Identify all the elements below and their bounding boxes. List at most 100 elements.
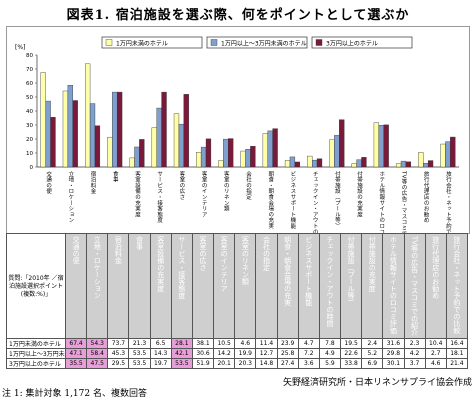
row-label: 1万円未満のホテル <box>6 338 66 350</box>
table-cell: 6.5 <box>149 338 172 350</box>
table-row: 3万円以上のホテル 35.5 47.5 29.5 53.5 19.7 53.5 51.9 20.… <box>6 358 469 370</box>
table-cell: 42.1 <box>170 348 193 360</box>
column-header-text: TV等の広告・マスコミでの紹介 <box>410 236 419 337</box>
table-cell: 27.4 <box>276 358 299 370</box>
table-row: 1万円以上〜3万円未満のホテル47.158.445.353.514.342.13… <box>6 348 469 360</box>
column-header-text: 旅行代理店のお勧め <box>431 236 440 299</box>
bar <box>339 119 345 168</box>
bar <box>427 160 434 168</box>
table-cell: 6.9 <box>361 358 384 370</box>
table-cell: 25.8 <box>276 348 299 360</box>
data-table-region: 質問:「2010年 ／宿泊施設選択ポイント (複数:%)」 交通の便 立地・ロケーシ… <box>6 232 469 381</box>
table-cell: 2.4 <box>361 338 384 350</box>
y-axis: [%] 0 10 20 30 40 50 60 70 80 <box>15 44 459 171</box>
table-cell: 47.1 <box>64 348 88 360</box>
bar <box>395 163 402 168</box>
bar <box>383 124 389 168</box>
x-tick-label: 交通の便 <box>45 170 52 195</box>
bar <box>356 159 362 168</box>
x-tick-label: ホテル情報サイトのロコミ評価 <box>378 171 385 233</box>
column-header-text: チェックイン・アウトの時間 <box>325 236 334 327</box>
table-cell: 21.4 <box>445 358 469 370</box>
table-cell: 20.3 <box>234 358 257 370</box>
table-column-header: 朝食・朝食会場の充実 <box>276 232 299 340</box>
bar <box>173 113 180 168</box>
table-cell: 4.2 <box>403 348 426 360</box>
table-column-header: サービス・接客態度 <box>170 232 193 340</box>
bar <box>405 161 412 168</box>
bar <box>450 136 456 168</box>
bar <box>445 141 451 168</box>
x-tick-label: 客室の広さ <box>178 170 185 201</box>
legend-label: 1万円以上〜3万円未満のホテル <box>221 40 307 48</box>
bar <box>156 107 162 168</box>
footnote: 注 1: 集計対象 1,172 名、複数回答 <box>2 389 147 399</box>
table-cell: 53.5 <box>128 348 151 360</box>
table-cell: 73.7 <box>107 338 130 350</box>
x-tick-label: チェックイン・アウトの時間 <box>312 171 319 233</box>
x-tick-label: 立地・ロケーション <box>67 170 74 223</box>
y-tick-label: 30 <box>26 123 33 129</box>
unit-label: [%] <box>15 44 25 51</box>
y-tick-label: 50 <box>26 95 33 101</box>
bar <box>139 139 145 168</box>
bar <box>418 152 424 168</box>
table-cell: 7.2 <box>297 348 320 360</box>
table-cell: 3.6 <box>297 358 320 370</box>
x-tick-label: 客室のリネン類 <box>223 170 230 213</box>
table-cell: 33.8 <box>340 358 363 370</box>
table-column-header: 会社の指定 <box>255 232 278 340</box>
bar <box>223 138 229 168</box>
column-header-text: 宿泊料金 <box>114 236 123 264</box>
table-cell: 28.1 <box>170 338 193 350</box>
chart-legend: 1万円未満のホテル 1万円以上〜3万円未満のホテル 3万円以上のホテル <box>101 36 413 49</box>
y-tick-label: 10 <box>26 151 33 157</box>
column-header-text: 客室設備の充実度 <box>156 236 165 292</box>
table-cell: 30.6 <box>191 348 215 360</box>
bar <box>307 155 313 168</box>
table-cell: 22.6 <box>340 348 363 360</box>
table-cell: 29.8 <box>382 348 405 360</box>
x-tick-label: 食事 <box>112 170 119 183</box>
column-header-text: 交通の便 <box>72 236 81 264</box>
table-column-header: 旅行会社・ネット予約での比較 <box>445 232 469 340</box>
bar <box>294 161 300 168</box>
x-tick-label: 付帯施設の充実度 <box>356 170 363 219</box>
bar <box>178 123 185 168</box>
legend-label: 3万円以上のホテル <box>326 40 378 48</box>
table-cell: 30.1 <box>382 358 405 370</box>
table-cell: 14.2 <box>213 348 236 360</box>
x-tick-label: 宿泊料金 <box>90 170 97 194</box>
x-tick-label: ビジネスサポート機能 <box>289 170 296 230</box>
table-cell: 4.6 <box>424 358 447 370</box>
column-header-text: ホテル情報サイトのロコミ評価 <box>389 236 398 334</box>
bar <box>45 100 51 168</box>
legend-swatch <box>105 39 113 46</box>
table-cell: 4.7 <box>297 338 320 350</box>
column-header-text: ビジネスサポート機能 <box>304 236 313 306</box>
table-column-header: 旅行代理店のお勧め <box>424 232 447 340</box>
x-tick-label: 旅行代理店のお勧め <box>423 170 430 223</box>
bar <box>183 94 189 168</box>
row-label: 1万円以上〜3万円未満のホテル <box>6 348 66 360</box>
column-header-text: 朝食・朝食会場の充実 <box>283 236 292 306</box>
bar <box>112 91 118 168</box>
table-column-header: 交通の便 <box>64 232 88 340</box>
table-cell: 10.4 <box>424 338 447 350</box>
bar <box>245 149 251 168</box>
table-cell: 4.9 <box>318 348 342 360</box>
x-tick-label: 朝食・朝食会場の充実 <box>267 171 274 230</box>
x-tick-label: 客室設備の充実度 <box>134 170 141 219</box>
bar <box>311 159 318 168</box>
table-cell: 5.9 <box>318 358 342 370</box>
table-column-header: 客室のインテリア <box>213 232 236 340</box>
column-header-text: 付帯施設（プール等） <box>347 236 356 306</box>
table-cell: 53.5 <box>128 358 151 370</box>
bar <box>134 146 140 168</box>
bar <box>400 160 407 168</box>
bar <box>240 150 246 168</box>
table-cell: 35.5 <box>64 358 88 370</box>
bar <box>218 160 224 168</box>
table-cell: 10.5 <box>213 338 236 350</box>
bar <box>267 130 273 168</box>
